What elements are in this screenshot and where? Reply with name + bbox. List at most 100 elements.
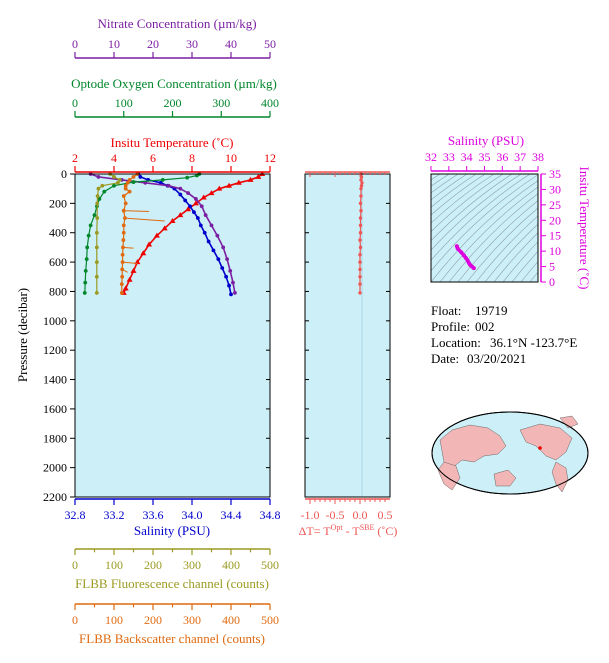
nitrate-point [215,233,220,238]
axis-tick-label: 10 [108,37,120,51]
nitrate-point [96,175,101,179]
ts-isopycnal [431,174,441,181]
backscatter-point [120,260,125,264]
axis-tick-label: 34.0 [182,508,203,522]
delta-t-point [359,194,363,198]
ts-isopycnal [431,174,477,208]
world-map-land [437,415,579,493]
nitrate-point [221,245,226,250]
delta-t-point [360,181,364,185]
axis-tick-label: 400 [222,613,240,627]
temperature-point [200,194,207,200]
salinity-point [227,283,231,288]
delta-t-point [358,267,362,272]
ts-x-tick-label: 36 [496,150,508,164]
nitrate-point [233,291,237,295]
axis-tick-label: 50 [264,37,276,51]
oxygen-point [85,245,90,250]
world-map [431,411,589,495]
ts-isopycnal [493,232,538,282]
oxygen-point [82,291,87,295]
oxygen-axis-label: Optode Oxygen Concentration (µm/kg) [71,76,277,91]
fluorescence-axis-label: FLBB Fluorescence channel (counts) [75,576,269,591]
delta-t-point [358,231,363,235]
ts-isopycnal [529,271,538,282]
ts-isopycnal [520,260,538,282]
temperature-point [216,185,223,191]
axis-tick-label: 8 [189,151,195,165]
temperature-point [122,285,129,291]
backscatter-point [121,223,126,228]
nitrate-axis: 0 10 20 30 40 50 [72,37,276,59]
temperature-point [208,190,215,196]
axis-tick-label: 34.8 [260,508,281,522]
pressure-tick-label: 1200 [43,343,67,357]
axis-tick-label: 34.4 [221,508,242,522]
backscatter-point [121,194,126,198]
nitrate-point [166,183,171,188]
salinity-point [198,223,203,228]
pressure-tick-label: 1400 [43,373,67,387]
nitrate-point [225,257,230,262]
axis-tick-label: 200 [164,96,182,110]
ts-isopycnal [431,174,459,194]
axis-tick-label: 33.6 [143,508,164,522]
profile-label: Profile: [431,319,470,334]
ts-isopycnal [431,174,450,187]
backscatter-axis: 0 100 200 300 400 500 [72,603,279,627]
ts-x-tick-label: 38 [532,150,544,164]
backscatter-point [120,267,125,272]
axis-tick-label: 200 [144,613,162,627]
salinity-point [138,175,143,179]
pressure-tick-label: 0 [61,167,67,181]
land-south-america [551,461,569,493]
delta-t-plot-area [305,174,390,497]
ts-isopycnal [431,174,495,224]
ts-isopycnal [511,250,538,282]
ts-isopycnal [466,207,538,282]
fluorescence-point [96,186,101,191]
delta-t-point [358,245,363,250]
oxygen-point [84,257,89,262]
temperature-point [185,206,192,212]
salinity-point [183,198,188,203]
delta-t-tick-label: 0.5 [378,508,393,522]
delta-t-point [359,209,363,213]
ts-isopycnal [439,186,538,282]
axis-tick-label: 300 [212,96,230,110]
axis-tick-label: 300 [183,613,201,627]
ts-isopycnal [431,174,538,272]
temperature-point [226,182,233,188]
axis-tick-label: 400 [261,96,279,110]
delta-t-axis-label: ΔT= TOpt - TSBE (˚C) [299,523,398,538]
axis-tick-label: 100 [115,96,133,110]
ts-y-tick-label: 15 [549,229,561,243]
pressure-tick-label: 2000 [43,461,67,475]
backscatter-spike [123,210,150,212]
backscatter-point [121,245,125,250]
float-location-marker [538,446,542,450]
delta-t-tick-label: -1.0 [301,508,320,522]
oxygen-point [83,269,88,273]
backscatter-point [123,201,128,206]
ts-plot-area [431,174,538,282]
backscatter-point [121,208,126,213]
salinity-point [178,192,183,197]
fluorescence-point [117,177,122,182]
temperature-point [169,217,176,223]
nitrate-point [178,186,183,191]
delta-t-point [358,275,362,279]
delta-t-point [358,282,362,286]
backscatter-spike [124,217,165,222]
ts-point [455,246,460,251]
axis-tick-label: 300 [183,558,201,572]
oxygen-point [83,280,88,285]
backscatter-point [123,186,128,191]
world-map-outline [431,411,589,495]
ts-y-tick-label: 5 [549,260,555,274]
temperature-axis: 2 4 6 8 10 12 [72,151,276,173]
ts-x-tick-label: 37 [514,150,526,164]
ts-isopycnal [502,241,538,282]
ts-y-axis-label: Insitu Temperature (˚C) [577,166,592,289]
